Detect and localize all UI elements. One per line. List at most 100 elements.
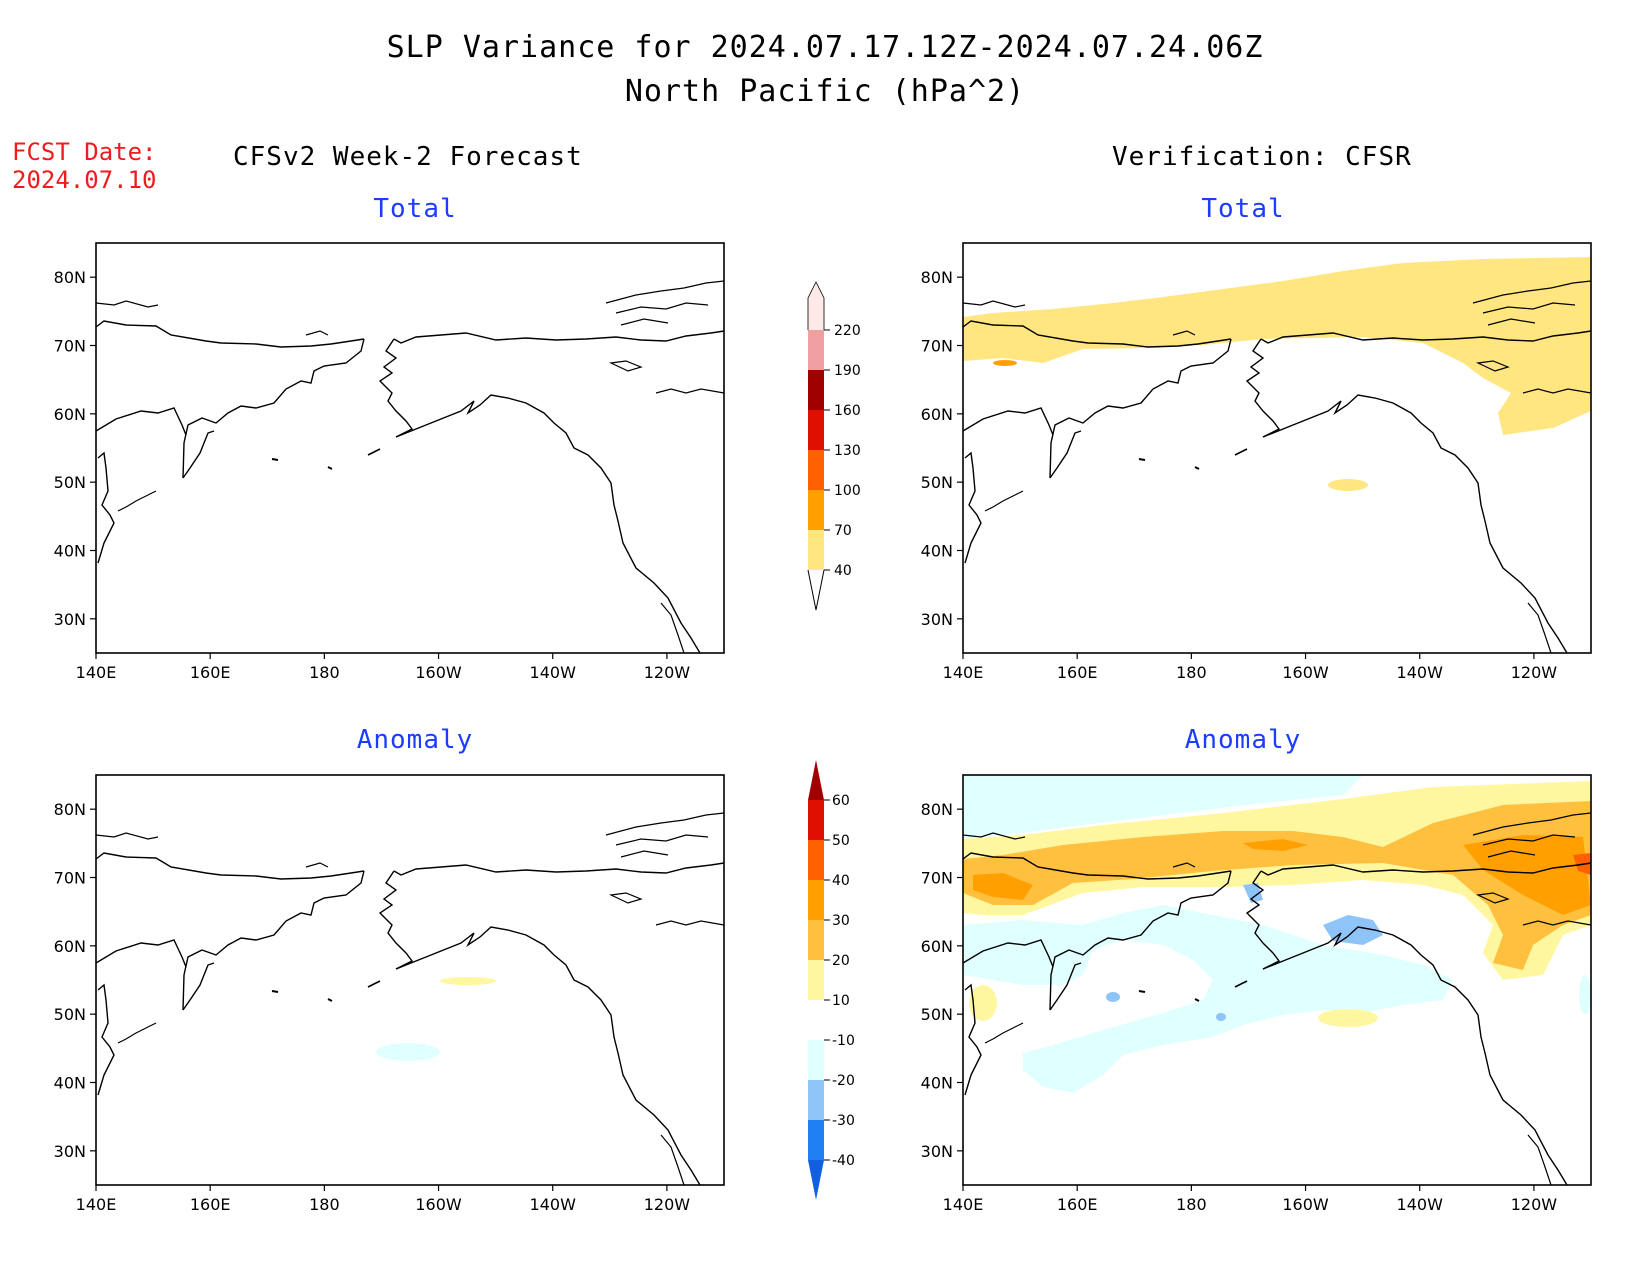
lon-label: 120W (644, 1195, 691, 1214)
lon-label: 140E (943, 1195, 984, 1214)
colorbar-anomaly-lower-end (808, 1160, 824, 1200)
lon-label: 120W (644, 663, 691, 682)
panel-title-bottom-left: Anomaly (356, 725, 474, 755)
lon-label: 140W (530, 1195, 577, 1214)
lon-label: 120W (1511, 1195, 1558, 1214)
lon-label: 160E (190, 1195, 231, 1214)
axes-layer: 80N 70N 60N 50N 40N 30N 140E 160E 180 160W 140W 120… (54, 268, 1558, 1214)
lon-label: 140E (943, 663, 984, 682)
colorbar-anomaly-swatch (808, 960, 824, 1000)
forecast-date-label: FCST Date: (12, 138, 157, 166)
colorbar-total-label: 100 (834, 483, 861, 499)
lon-label: 160E (190, 663, 231, 682)
lat-label: 40N (54, 542, 86, 561)
colorbar-anomaly-swatch (808, 1000, 824, 1040)
lon-label: 160E (1057, 663, 1098, 682)
colorbar-anomaly-swatch (808, 1080, 824, 1120)
colorbar-anomaly-swatch (808, 840, 824, 880)
lon-label: 140E (76, 1195, 117, 1214)
lon-label: 140W (1397, 663, 1444, 682)
colorbar-anomaly-label: 10 (832, 993, 850, 1009)
lon-label: 140W (530, 663, 577, 682)
lon-label: 160W (1282, 663, 1329, 682)
colorbar-anomaly-upper-end (808, 760, 824, 800)
lat-label: 30N (921, 1142, 953, 1161)
colorbar-anomaly-label: -20 (832, 1073, 855, 1089)
colorbar-anomaly-label: 40 (832, 873, 850, 889)
colorbar-total-swatch (808, 410, 824, 450)
lat-label: 80N (921, 800, 953, 819)
panel-title-top-left: Total (373, 194, 457, 224)
lon-label: 140E (76, 663, 117, 682)
colorbar-anomaly-label: 60 (832, 793, 850, 809)
lat-label: 80N (921, 268, 953, 287)
colorbar-total-label: 220 (834, 323, 861, 339)
colorbar-anomaly-swatch (808, 1120, 824, 1160)
panel-title-top-right: Total (1201, 194, 1285, 224)
panel-verification-anomaly (962, 774, 1592, 1186)
lat-label: 50N (921, 1005, 953, 1024)
colorbar-total-label: 130 (834, 443, 861, 459)
colorbar-total-swatch (808, 530, 824, 570)
colorbar-total-swatch (808, 370, 824, 410)
forecast-date-value: 2024.07.10 (12, 166, 157, 194)
left-column-heading: CFSv2 Week-2 Forecast (233, 142, 583, 172)
lon-label: 160W (1282, 1195, 1329, 1214)
colorbar-total-label: 160 (834, 403, 861, 419)
colorbar-total-swatch (808, 450, 824, 490)
lat-label: 70N (921, 869, 953, 888)
lat-label: 30N (921, 610, 953, 629)
panel-forecast-total (95, 242, 725, 654)
lon-label: 180 (1176, 1195, 1207, 1214)
lat-label: 30N (54, 1142, 86, 1161)
colorbar-anomaly-swatch (808, 920, 824, 960)
colorbar-anomaly-label: -10 (832, 1033, 855, 1049)
colorbar-anomaly-swatch (808, 1040, 824, 1080)
colorbar-total-upper-end (807, 281, 825, 330)
lat-label: 60N (54, 937, 86, 956)
panel-verification-total (962, 242, 1592, 654)
lat-label: 50N (921, 473, 953, 492)
panel-title-bottom-right: Anomaly (1184, 725, 1302, 755)
colorbar-total-swatch (808, 490, 824, 530)
lat-label: 50N (54, 1005, 86, 1024)
colorbar-total-label: 40 (834, 563, 852, 579)
lat-label: 30N (54, 610, 86, 629)
lat-label: 40N (921, 542, 953, 561)
lat-label: 50N (54, 473, 86, 492)
lon-label: 180 (1176, 663, 1207, 682)
colorbar-anomaly-label: 50 (832, 833, 850, 849)
colorbar-anomaly-label: -40 (832, 1153, 855, 1169)
lat-label: 70N (54, 337, 86, 356)
lat-label: 60N (921, 937, 953, 956)
lat-label: 70N (921, 337, 953, 356)
colorbar-total: 40 70 100 130 160 190 220 (807, 281, 861, 611)
colorbar-total-swatch (808, 330, 824, 370)
colorbar-total-label: 70 (834, 523, 852, 539)
colorbar-anomaly-swatch (808, 800, 824, 840)
chart-title: SLP Variance for 2024.07.17.12Z-2024.07.… (386, 30, 1264, 65)
lon-label: 140W (1397, 1195, 1444, 1214)
colorbar-total-label: 190 (834, 363, 861, 379)
lon-label: 180 (309, 663, 340, 682)
lat-label: 60N (921, 405, 953, 424)
lon-label: 160W (415, 663, 462, 682)
colorbar-anomaly-label: -30 (832, 1113, 855, 1129)
right-column-heading: Verification: CFSR (1112, 142, 1412, 172)
colorbar-anomaly-swatch (808, 880, 824, 920)
lat-label: 40N (921, 1074, 953, 1093)
colorbar-anomaly-label: 30 (832, 913, 850, 929)
lon-label: 160E (1057, 1195, 1098, 1214)
lat-label: 80N (54, 800, 86, 819)
forecast-date: FCST Date: 2024.07.10 (12, 138, 157, 194)
chart-subtitle: North Pacific (hPa^2) (624, 74, 1026, 109)
colorbar-anomaly-label: 20 (832, 953, 850, 969)
lat-label: 70N (54, 869, 86, 888)
lat-label: 80N (54, 268, 86, 287)
lon-label: 120W (1511, 663, 1558, 682)
lon-label: 180 (309, 1195, 340, 1214)
colorbar-anomaly: -40 -30 -20 -10 10 20 30 40 50 60 (808, 760, 855, 1200)
colorbar-total-lower-end (807, 569, 825, 611)
lon-label: 160W (415, 1195, 462, 1214)
